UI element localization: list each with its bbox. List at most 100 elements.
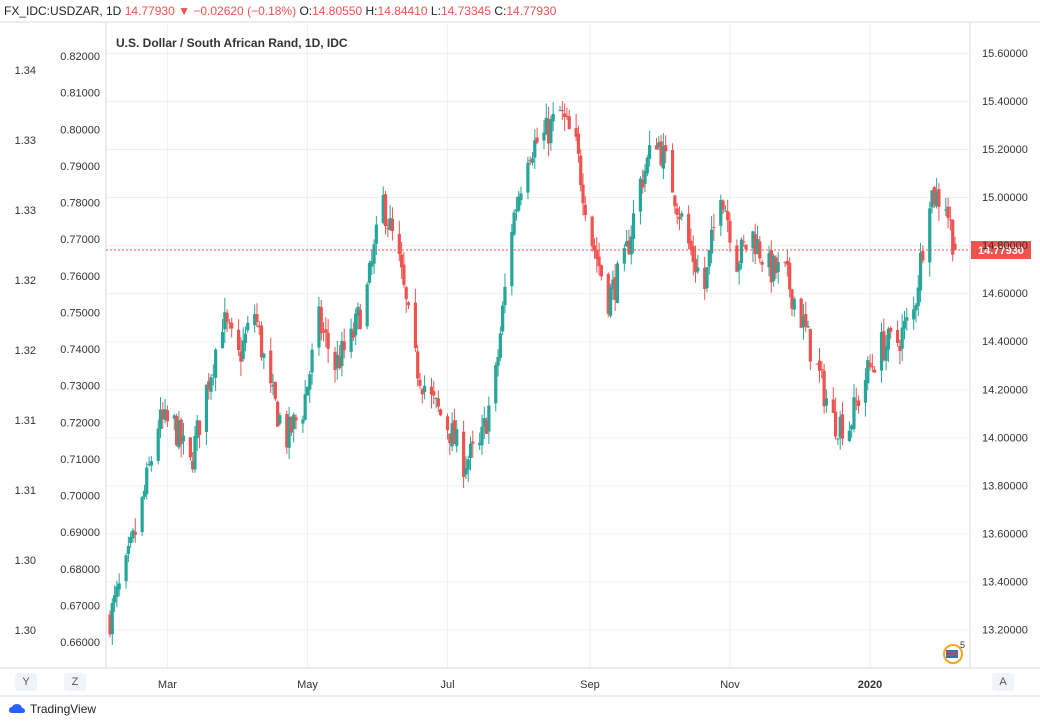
candle-up — [549, 119, 553, 144]
candle-up — [886, 328, 891, 350]
candle-down — [873, 369, 877, 373]
candle-down — [687, 213, 691, 244]
candle-up — [478, 442, 482, 446]
candle-down — [324, 329, 328, 333]
candle-up — [739, 239, 744, 264]
candle-down — [895, 329, 900, 343]
candle-up — [370, 261, 374, 267]
candle-down — [799, 298, 803, 328]
candle-down — [790, 289, 794, 309]
candle-up — [129, 537, 133, 544]
candle-up — [305, 386, 310, 396]
candle-up — [455, 429, 459, 447]
candle-down — [484, 420, 489, 434]
candle-up — [223, 312, 227, 330]
candle-down — [595, 249, 599, 260]
candle-up — [930, 190, 934, 208]
y-right-tick-label: 14.20000 — [982, 384, 1028, 396]
candle-down — [276, 401, 280, 427]
candle-down — [471, 441, 475, 444]
candle-down — [898, 345, 902, 352]
candle-down — [774, 257, 778, 273]
candle-up — [902, 320, 907, 329]
candle-up — [542, 132, 546, 141]
candle-up — [680, 213, 684, 217]
y-left-inner-tick-label: 0.77000 — [60, 234, 100, 246]
candle-up — [863, 380, 868, 403]
chart-title: U.S. Dollar / South African Rand, 1D, ID… — [116, 36, 348, 50]
candle-up — [501, 305, 505, 332]
candle-down — [528, 160, 532, 162]
candle-down — [937, 189, 941, 207]
candle-down — [613, 277, 617, 300]
candle-down — [693, 258, 698, 273]
candle-down — [783, 261, 787, 263]
candle-down — [889, 327, 893, 332]
candle-up — [905, 317, 909, 321]
candle-down — [383, 194, 388, 227]
candle-down — [744, 244, 748, 250]
y-right-tick-label: 14.40000 — [982, 336, 1028, 348]
candle-up — [480, 426, 484, 446]
events-flag-icon[interactable]: 5 — [943, 640, 965, 664]
price-change: −0.02620 (−0.18%) — [193, 4, 297, 18]
zoom-button-z[interactable]: Z — [64, 673, 86, 691]
candle-up — [204, 384, 209, 433]
change-arrow: ▼ — [178, 4, 190, 18]
candle-down — [563, 113, 567, 118]
x-tick-label: Sep — [580, 679, 600, 691]
candle-down — [285, 413, 289, 448]
y-right-tick-label: 15.60000 — [982, 48, 1028, 60]
candle-up — [147, 464, 151, 466]
candle-down — [406, 302, 411, 306]
symbol-name[interactable]: FX_IDC:USDZAR, 1D — [4, 4, 122, 18]
candle-down — [815, 363, 819, 365]
candle-up — [450, 423, 454, 447]
log-scale-button-y[interactable]: Y — [15, 673, 37, 691]
candle-up — [163, 409, 167, 420]
candle-up — [131, 530, 135, 539]
candle-down — [592, 245, 597, 251]
y-left-outer-tick-label: 1.34 — [15, 65, 36, 77]
y-left-inner-tick-label: 0.82000 — [60, 51, 100, 63]
candle-up — [126, 545, 130, 554]
tradingview-logo[interactable]: TradingView — [8, 702, 96, 716]
candle-down — [691, 246, 695, 263]
y-right-tick-label: 14.00000 — [982, 432, 1028, 444]
candle-down — [677, 216, 682, 220]
candle-down — [804, 313, 808, 327]
candle-up — [112, 595, 117, 603]
candle-up — [611, 279, 615, 289]
footer: TradingView — [0, 699, 1040, 721]
candle-up — [193, 436, 197, 470]
candle-down — [418, 379, 422, 386]
candle-up — [243, 333, 248, 344]
candle-up — [629, 236, 633, 255]
candle-up — [246, 322, 250, 331]
candle-up — [253, 314, 257, 326]
candle-up — [365, 284, 369, 327]
candle-up — [533, 140, 537, 158]
candle-up — [340, 340, 344, 367]
open-value: 14.80550 — [312, 4, 363, 18]
candle-down — [342, 341, 346, 351]
price-chart[interactable]: U.S. Dollar / South African Rand, 1D, ID… — [0, 0, 1040, 699]
candle-up — [719, 199, 723, 226]
candle-down — [760, 261, 764, 265]
candle-up — [142, 490, 147, 497]
y-left-inner-tick-label: 0.67000 — [60, 600, 100, 612]
candle-up — [335, 354, 339, 369]
candle-up — [836, 438, 840, 440]
candle-down — [735, 245, 739, 272]
candle-down — [675, 208, 679, 215]
candle-down — [400, 254, 404, 268]
auto-scale-button-a[interactable]: A — [992, 673, 1014, 691]
candle-up — [482, 418, 486, 428]
y-left-inner-tick-label: 0.69000 — [60, 527, 100, 539]
candle-up — [696, 267, 700, 272]
candle-up — [374, 224, 378, 244]
y-right-tick-label: 15.00000 — [982, 192, 1028, 204]
candle-down — [590, 216, 594, 247]
y-left-inner-tick-label: 0.70000 — [60, 491, 100, 503]
candle-up — [517, 196, 521, 211]
